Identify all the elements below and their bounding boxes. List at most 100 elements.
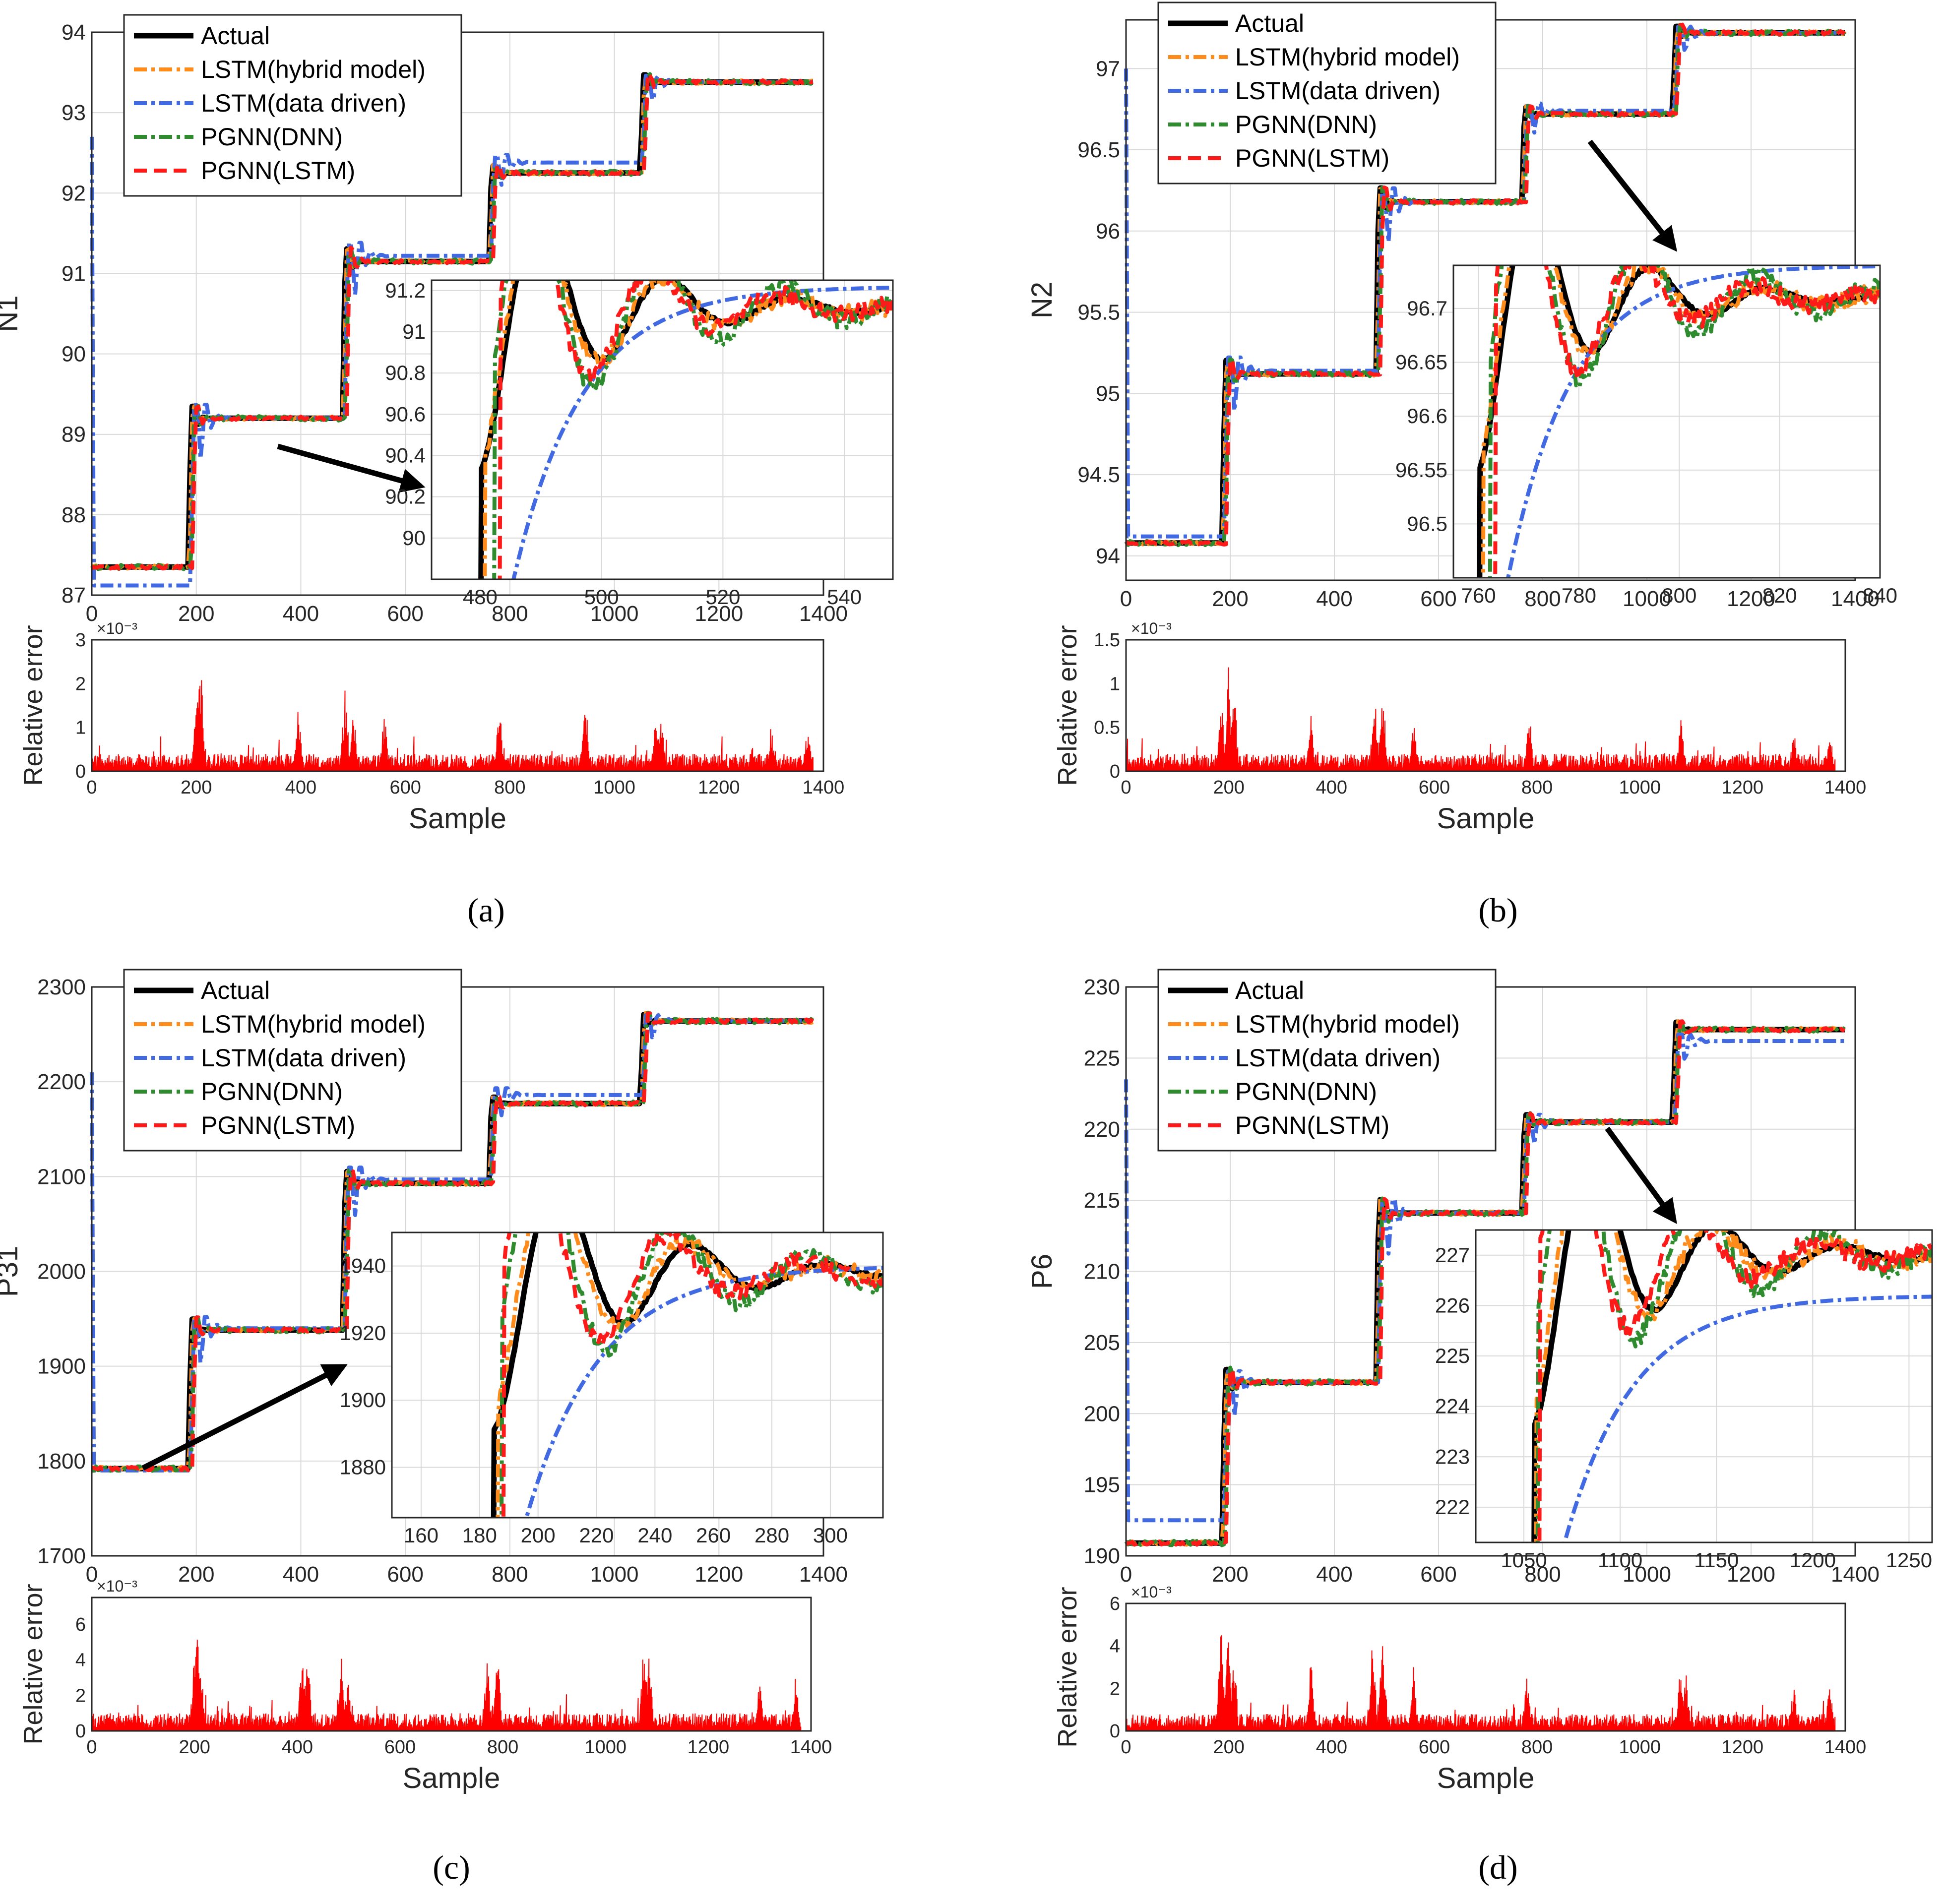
error-exponent-d: ×10⁻³ <box>1131 1583 1172 1601</box>
panel-caption-b: (b) <box>1478 891 1517 929</box>
main-xtick-label-d-0: 0 <box>1120 1562 1132 1587</box>
error-xtick-label-d-5: 1000 <box>1619 1737 1661 1758</box>
error-xtick-label-c-3: 600 <box>384 1737 416 1758</box>
error-xtick-label-a-4: 800 <box>494 777 525 798</box>
main-ytick-label-a-0: 87 <box>62 583 86 608</box>
main-ytick-label-b-3: 95.5 <box>1077 301 1120 325</box>
error-xtick-label-a-3: 600 <box>389 777 421 798</box>
main-ytick-label-d-0: 190 <box>1084 1544 1120 1568</box>
error-ytick-label-c-3: 6 <box>75 1614 86 1635</box>
inset-xtick-label-a-1: 500 <box>584 585 619 609</box>
error-xtick-label-a-1: 200 <box>181 777 212 798</box>
inset-ytick-label-b-0: 96.5 <box>1407 512 1447 535</box>
legend-label-lstm_data-a: LSTM(data driven) <box>201 89 406 117</box>
inset-xtick-label-d-4: 1250 <box>1886 1548 1932 1572</box>
error-xtick-label-d-6: 1200 <box>1722 1737 1764 1758</box>
error-xtick-label-a-5: 1000 <box>593 777 635 798</box>
legend-label-pgnn_dnn-a: PGNN(DNN) <box>201 123 343 151</box>
main-ytick-label-d-3: 205 <box>1084 1331 1120 1355</box>
error-xtick-label-c-7: 1400 <box>790 1737 832 1758</box>
main-ytick-label-c-4: 2100 <box>37 1165 86 1189</box>
inset-background-d <box>1476 1230 1932 1542</box>
inset-series-actual-line-a <box>478 280 893 579</box>
inset-ytick-label-c-1: 1900 <box>340 1388 386 1412</box>
legend-label-lstm_data-c: LSTM(data driven) <box>201 1044 406 1072</box>
error-xtick-label-b-4: 800 <box>1521 777 1553 798</box>
error-xtick-label-c-4: 800 <box>487 1737 518 1758</box>
inset-series-pgnn_dnn-line-c <box>500 1232 883 1518</box>
error-xtick-label-c-5: 1000 <box>584 1737 627 1758</box>
error-xtick-label-c-0: 0 <box>86 1737 97 1758</box>
main-xtick-label-c-7: 1400 <box>799 1562 848 1587</box>
inset-series-group-b <box>1477 265 1880 578</box>
legend-label-pgnn_lstm-a: PGNN(LSTM) <box>201 157 355 184</box>
main-xtick-label-b-7: 1400 <box>1831 587 1880 611</box>
main-ytick-label-b-6: 97 <box>1096 57 1120 81</box>
main-ytick-label-a-1: 88 <box>62 503 86 527</box>
error-ytick-label-c-2: 4 <box>75 1650 86 1671</box>
error-xtick-label-b-7: 1400 <box>1824 777 1867 798</box>
main-xtick-label-c-0: 0 <box>86 1562 98 1587</box>
main-xtick-label-c-1: 200 <box>178 1562 214 1587</box>
inset-ytick-label-a-2: 90.4 <box>385 443 426 467</box>
inset-xtick-label-b-4: 840 <box>1863 584 1897 607</box>
error-ytick-label-a-3: 3 <box>75 630 86 651</box>
error-xtick-label-b-6: 1200 <box>1722 777 1764 798</box>
error-xtick-label-a-6: 1200 <box>698 777 740 798</box>
inset-ytick-label-d-0: 222 <box>1435 1495 1470 1519</box>
main-ytick-label-d-8: 230 <box>1084 975 1120 999</box>
inset-ytick-label-b-2: 96.6 <box>1407 404 1447 428</box>
main-xtick-label-b-3: 600 <box>1420 587 1456 611</box>
main-xtick-label-a-5: 1000 <box>590 602 639 626</box>
error-exponent-b: ×10⁻³ <box>1131 619 1172 637</box>
main-xtick-label-c-6: 1200 <box>694 1562 743 1587</box>
main-xtick-label-d-4: 800 <box>1524 1562 1561 1587</box>
series-lstm_data-line-d <box>1124 1032 1845 1523</box>
inset-xtick-label-a-0: 480 <box>463 585 498 609</box>
legend-label-actual-a: Actual <box>201 22 270 50</box>
main-ylabel-d: P6 <box>1026 1254 1058 1289</box>
error-xtick-label-a-2: 400 <box>285 777 316 798</box>
error-ytick-label-c-0: 0 <box>75 1721 86 1742</box>
legend-label-pgnn_lstm-d: PGNN(LSTM) <box>1235 1111 1389 1139</box>
inset-ytick-label-b-1: 96.55 <box>1395 458 1447 482</box>
inset-xtick-label-c-5: 260 <box>696 1524 731 1547</box>
inset-xtick-label-d-3: 1200 <box>1790 1548 1836 1572</box>
inset-ytick-label-a-3: 90.6 <box>385 402 426 426</box>
inset-ytick-label-d-5: 227 <box>1435 1243 1470 1267</box>
series-pgnn_lstm-line-c <box>91 1011 815 1473</box>
main-ytick-label-c-3: 2000 <box>37 1260 86 1284</box>
main-ytick-label-a-7: 94 <box>62 20 86 45</box>
main-xtick-label-c-4: 800 <box>492 1562 528 1587</box>
inset-series-lstm_hybrid-line-a <box>483 280 893 579</box>
legend-label-pgnn_dnn-c: PGNN(DNN) <box>201 1078 343 1106</box>
main-ylabel-b: N2 <box>1026 282 1058 318</box>
series-pgnn_lstm-line-d <box>1125 1019 1846 1547</box>
main-ytick-label-d-1: 195 <box>1084 1473 1120 1497</box>
inset-series-pgnn_lstm-line-b <box>1493 265 1880 578</box>
error-ytick-label-d-3: 6 <box>1110 1594 1120 1614</box>
main-ytick-label-d-6: 220 <box>1084 1117 1120 1142</box>
inset-ytick-label-b-3: 96.65 <box>1395 351 1447 374</box>
inset-xtick-label-c-2: 200 <box>521 1524 556 1547</box>
error-xtick-label-c-6: 1200 <box>688 1737 730 1758</box>
inset-series-lstm_hybrid-line-d <box>1534 1230 1932 1542</box>
error-ytick-label-c-1: 2 <box>75 1685 86 1706</box>
main-ytick-label-a-3: 90 <box>62 342 86 367</box>
panel-caption-a: (a) <box>467 891 504 929</box>
inset-xtick-label-d-0: 1050 <box>1501 1548 1547 1572</box>
inset-ytick-label-a-0: 90 <box>402 526 426 550</box>
inset-xtick-label-c-7: 300 <box>813 1524 848 1547</box>
error-xtick-label-d-7: 1400 <box>1824 1737 1867 1758</box>
main-xtick-label-a-4: 800 <box>492 602 528 626</box>
series-pgnn_lstm-line-a <box>91 71 814 571</box>
error-ytick-label-a-2: 2 <box>75 674 86 694</box>
main-ytick-label-d-4: 210 <box>1084 1260 1120 1284</box>
inset-xtick-label-c-4: 240 <box>637 1524 672 1547</box>
main-xtick-label-c-5: 1000 <box>590 1562 639 1587</box>
error-ytick-label-b-1: 0.5 <box>1094 718 1120 738</box>
inset-series-group-c <box>491 1232 883 1518</box>
main-xtick-label-a-1: 200 <box>178 602 214 626</box>
inset-xtick-label-b-3: 820 <box>1762 584 1797 607</box>
main-ytick-label-d-7: 225 <box>1084 1046 1120 1070</box>
